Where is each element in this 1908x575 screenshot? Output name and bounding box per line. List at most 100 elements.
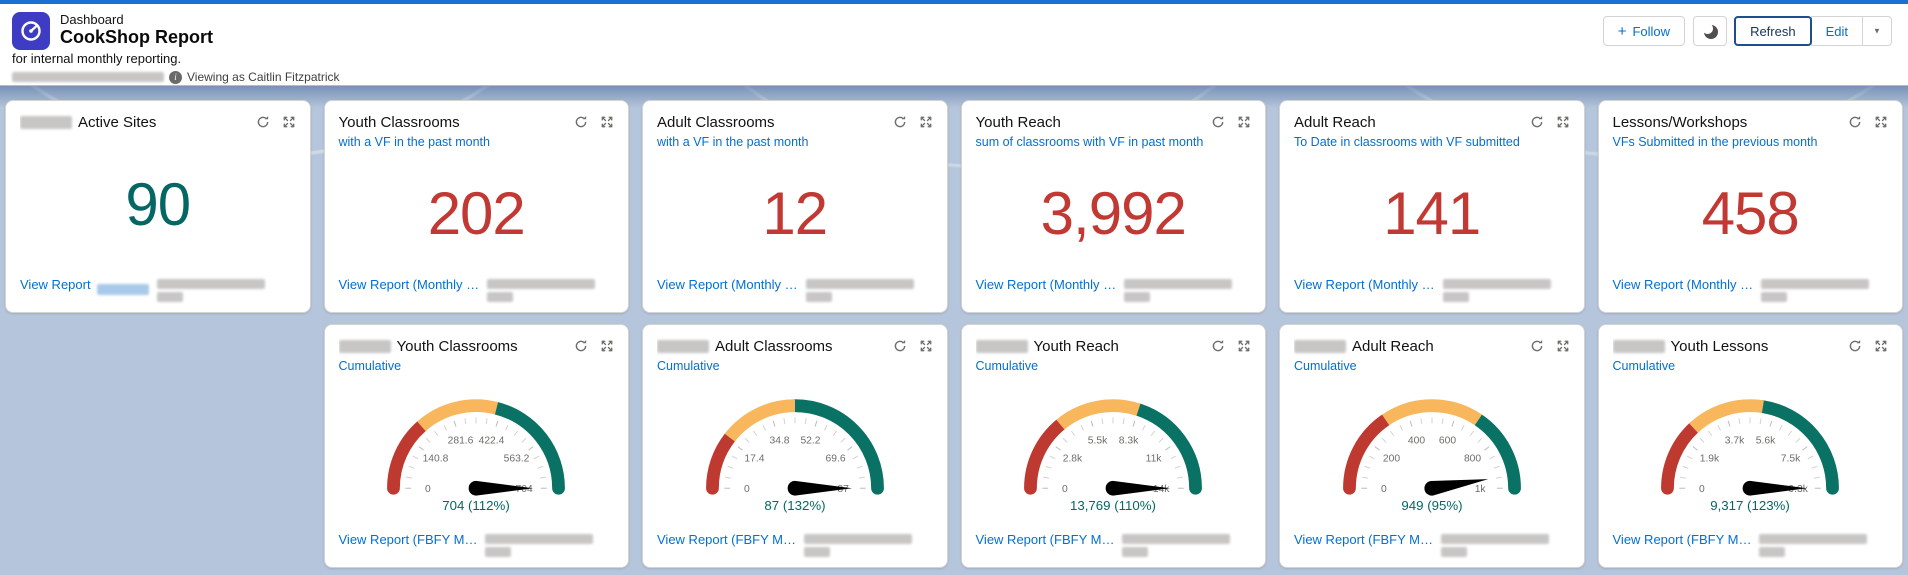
gauge-arc-segment <box>1661 421 1701 495</box>
card-header: Youth Lessons <box>1612 337 1889 356</box>
card-header: Adult Reach <box>1294 337 1570 356</box>
feed-button[interactable] <box>1693 16 1728 46</box>
card-expand-icon[interactable] <box>282 115 296 129</box>
empty-grid-cell <box>5 324 311 568</box>
gauge-tick <box>1483 446 1490 451</box>
gauge-tick <box>425 437 431 443</box>
gauge-min-label: 0 <box>425 484 431 495</box>
gauge-tick <box>513 430 519 437</box>
redacted-text <box>487 292 514 302</box>
gauge-tick <box>537 466 544 469</box>
card-expand-icon[interactable] <box>1874 115 1888 129</box>
card-title-text: Lessons/Workshops <box>1612 114 1748 131</box>
gauge-max-label: 9.3k <box>1789 484 1809 495</box>
view-report-link[interactable]: View Report (Monthly … <box>338 277 480 292</box>
view-report-link[interactable]: View Report (FBFY M… <box>1294 532 1433 547</box>
card-expand-icon[interactable] <box>919 115 933 129</box>
gauge-chart-area: 140.8 281.6 422.4 563.2 0 704 704 (112%) <box>339 374 615 532</box>
view-report-link[interactable]: View Report (FBFY M… <box>657 532 796 547</box>
card-subtitle: Cumulative <box>338 359 402 373</box>
gauge-tick <box>1717 425 1722 431</box>
gauge-min-label: 0 <box>1699 484 1705 495</box>
gauge-arc-segment <box>417 399 499 432</box>
view-report-link[interactable]: View Report <box>20 277 91 292</box>
gauge-tick-label: 563.2 <box>504 454 530 465</box>
header-actions: + Follow Refresh Edit ▼ <box>1602 16 1892 46</box>
gauge-max-label: 87 <box>837 484 849 495</box>
view-report-link[interactable]: View Report (FBFY M… <box>338 532 478 547</box>
card-expand-icon[interactable] <box>1237 115 1251 129</box>
view-report-link[interactable]: View Report (Monthly … <box>1612 277 1754 292</box>
gauge-tick-label: 11k <box>1146 454 1163 465</box>
refresh-button[interactable]: Refresh <box>1734 16 1812 46</box>
gauge-tick-label: 8.3k <box>1119 436 1139 447</box>
info-icon[interactable]: i <box>169 70 182 84</box>
gauge-tick <box>856 466 863 469</box>
more-actions-dropdown-button[interactable]: ▼ <box>1862 16 1892 46</box>
card-expand-icon[interactable] <box>1556 339 1570 353</box>
gauge-tick <box>1795 437 1801 443</box>
gauge-arc-segment <box>788 399 884 495</box>
card-refresh-icon[interactable] <box>893 115 907 129</box>
view-report-link[interactable]: View Report (Monthly … <box>975 277 1117 292</box>
view-report-link[interactable]: View Report (Monthly … <box>657 277 798 292</box>
card-refresh-icon[interactable] <box>1211 115 1225 129</box>
dashboard-meta-line: i Viewing as Caitlin Fitzpatrick <box>12 70 1896 84</box>
redacted-timestamp <box>1759 532 1868 557</box>
card-refresh-icon[interactable] <box>574 339 588 353</box>
card-refresh-icon[interactable] <box>893 339 907 353</box>
gauge-value-label: 13,769 (110%) <box>1070 498 1156 513</box>
gauge-chart: 1.9k 3.7k 5.6k 7.5k 0 9.3k 9,317 (123%) <box>1661 399 1840 513</box>
gauge-tick <box>1049 455 1056 460</box>
redacted-text <box>1761 292 1788 302</box>
follow-button[interactable]: + Follow <box>1602 16 1686 46</box>
gauge-needle <box>468 480 534 496</box>
gauge-value-label: 9,317 (123%) <box>1710 498 1790 513</box>
gauge-tick-label: 281.6 <box>448 436 474 447</box>
card-header: Active Sites <box>20 113 296 132</box>
gauge-chart: 17.4 34.8 52.2 69.6 0 87 87 (132%) <box>705 399 884 513</box>
view-report-link[interactable]: View Report (FBFY M… <box>975 532 1115 547</box>
gauge-tick <box>1409 420 1413 427</box>
redacted-text <box>487 279 596 289</box>
card-expand-icon[interactable] <box>1874 339 1888 353</box>
card-expand-icon[interactable] <box>600 115 614 129</box>
gauge-tick <box>1177 476 1184 479</box>
card-expand-icon[interactable] <box>1237 339 1251 353</box>
gauge-needle <box>1105 480 1171 496</box>
card-refresh-icon[interactable] <box>1848 339 1862 353</box>
card-subtitle: sum of classrooms with VF in past month <box>975 135 1204 149</box>
view-report-link[interactable]: View Report (FBFY M… <box>1612 532 1752 547</box>
redacted-text <box>805 279 914 289</box>
gauge-tick <box>485 418 488 425</box>
card-title: Youth Lessons <box>1612 337 1841 356</box>
card-refresh-icon[interactable] <box>1530 115 1544 129</box>
gauge-tick <box>1361 476 1368 479</box>
redacted-text <box>1759 547 1786 557</box>
card-subtitle: Cumulative <box>1612 359 1676 373</box>
card-refresh-icon[interactable] <box>1530 339 1544 353</box>
card-refresh-icon[interactable] <box>1211 339 1225 353</box>
gauge-tick <box>1811 466 1818 469</box>
card-refresh-icon[interactable] <box>574 115 588 129</box>
card-refresh-icon[interactable] <box>1848 115 1862 129</box>
gauge-tick <box>840 437 846 443</box>
card-refresh-icon[interactable] <box>256 115 270 129</box>
view-report-link[interactable]: View Report (Monthly … <box>1294 277 1435 292</box>
gauge-card: Youth Classrooms Cumulative 140.8 281.6 422.… <box>323 324 629 568</box>
gauge-chart-area: 17.4 34.8 52.2 69.6 0 87 87 (132%) <box>657 374 933 532</box>
redacted-timestamp <box>1124 277 1233 302</box>
card-expand-icon[interactable] <box>600 339 614 353</box>
dashboard-header: Dashboard CookShop Report for internal m… <box>0 4 1908 86</box>
metric-value: 141 <box>1383 179 1481 247</box>
card-expand-icon[interactable] <box>1556 115 1570 129</box>
gauge-tick <box>724 476 731 479</box>
card-title-text: Active Sites <box>78 114 157 131</box>
gauge-tick <box>727 466 734 469</box>
gauge-tick-label: 5.6k <box>1756 436 1776 447</box>
gauge-tick-label: 140.8 <box>423 454 449 465</box>
gauge-tick <box>1158 437 1164 443</box>
card-expand-icon[interactable] <box>919 339 933 353</box>
edit-button[interactable]: Edit <box>1810 16 1863 46</box>
card-subtitle: To Date in classrooms with VF submitted <box>1294 135 1520 149</box>
